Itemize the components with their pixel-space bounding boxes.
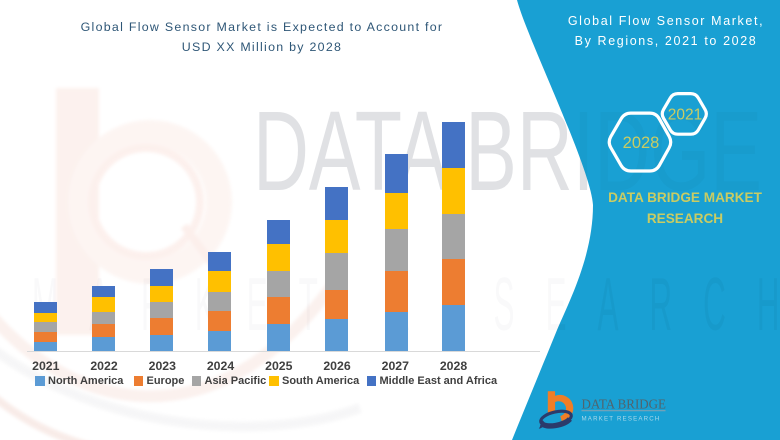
svg-text:2021: 2021 (668, 107, 702, 124)
svg-text:MARKET RESEARCH: MARKET RESEARCH (582, 416, 661, 423)
svg-text:2028: 2028 (623, 134, 660, 152)
svg-text:DATA BRIDGE: DATA BRIDGE (582, 397, 667, 412)
